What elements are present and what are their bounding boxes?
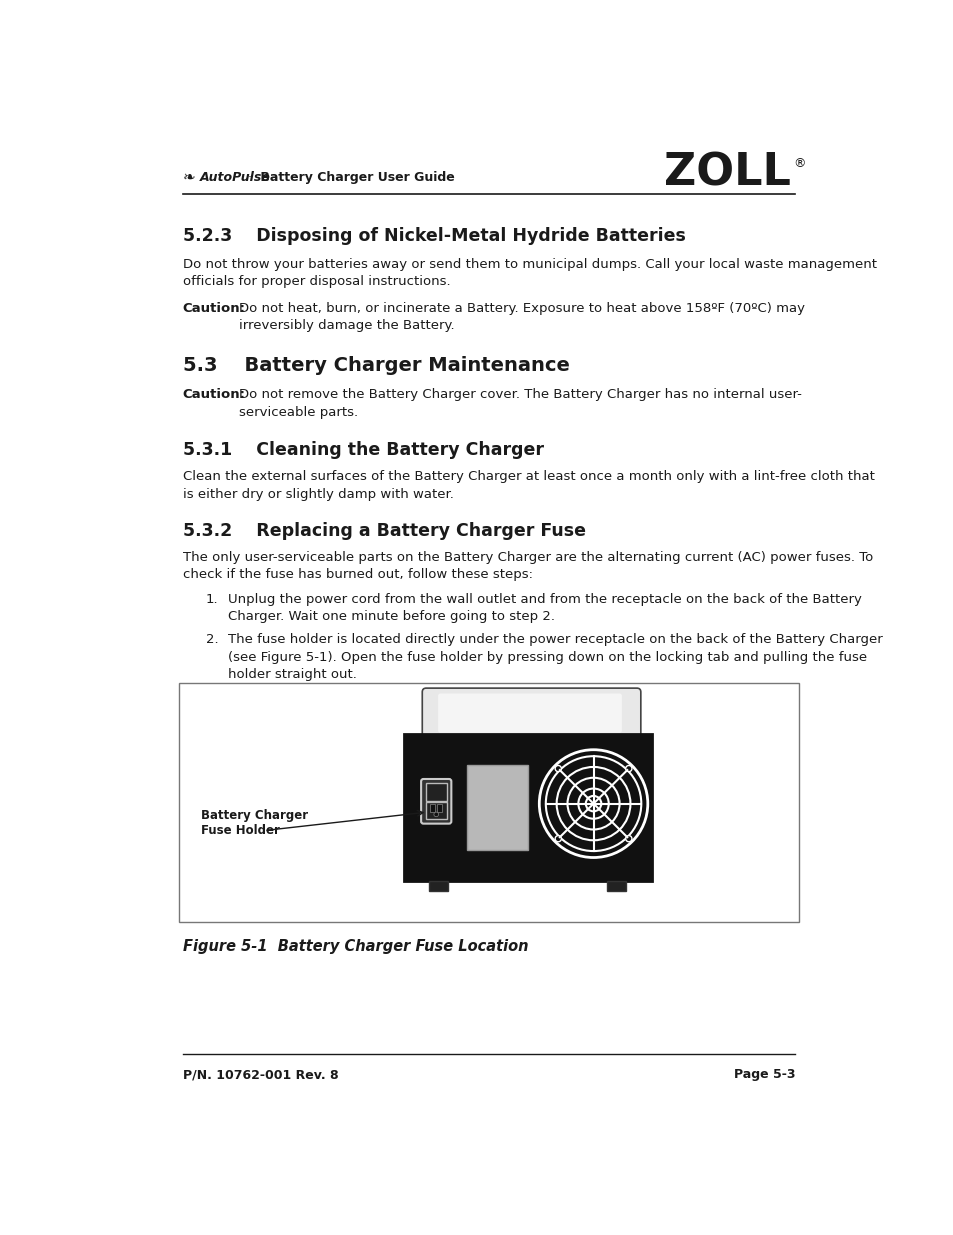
FancyBboxPatch shape bbox=[420, 779, 451, 824]
FancyBboxPatch shape bbox=[437, 694, 621, 732]
Text: Battery Charger
Fuse Holder: Battery Charger Fuse Holder bbox=[200, 809, 308, 837]
Text: 5.2.3    Disposing of Nickel-Metal Hydride Batteries: 5.2.3 Disposing of Nickel-Metal Hydride … bbox=[183, 227, 685, 245]
Circle shape bbox=[585, 795, 600, 811]
Text: serviceable parts.: serviceable parts. bbox=[239, 406, 358, 419]
Circle shape bbox=[538, 750, 647, 857]
Bar bbox=[429, 881, 447, 892]
Text: ®: ® bbox=[793, 157, 805, 170]
Circle shape bbox=[625, 766, 631, 772]
Text: P/N. 10762-001 Rev. 8: P/N. 10762-001 Rev. 8 bbox=[183, 1068, 338, 1082]
Text: is either dry or slightly damp with water.: is either dry or slightly damp with wate… bbox=[183, 488, 454, 500]
Text: Figure 5-1  Battery Charger Fuse Location: Figure 5-1 Battery Charger Fuse Location bbox=[183, 939, 528, 953]
Bar bbox=[425, 783, 446, 802]
Text: The fuse holder is located directly under the power receptacle on the back of th: The fuse holder is located directly unde… bbox=[228, 634, 882, 646]
Text: Do not throw your batteries away or send them to municipal dumps. Call your loca: Do not throw your batteries away or send… bbox=[183, 258, 876, 270]
Text: 5.3.2    Replacing a Battery Charger Fuse: 5.3.2 Replacing a Battery Charger Fuse bbox=[183, 521, 585, 540]
Text: Page 5-3: Page 5-3 bbox=[733, 1068, 794, 1082]
Text: 5.3    Battery Charger Maintenance: 5.3 Battery Charger Maintenance bbox=[183, 356, 569, 375]
Text: Caution:: Caution: bbox=[183, 301, 246, 315]
Circle shape bbox=[434, 813, 438, 816]
Text: Do not remove the Battery Charger cover. The Battery Charger has no internal use: Do not remove the Battery Charger cover.… bbox=[239, 389, 801, 401]
Text: irreversibly damage the Battery.: irreversibly damage the Battery. bbox=[239, 319, 455, 332]
Bar bbox=[430, 804, 435, 813]
Circle shape bbox=[625, 836, 631, 842]
Text: 5.3.1    Cleaning the Battery Charger: 5.3.1 Cleaning the Battery Charger bbox=[183, 441, 543, 459]
Circle shape bbox=[555, 766, 560, 772]
Bar bbox=[403, 735, 651, 881]
FancyArrowPatch shape bbox=[267, 810, 422, 830]
Bar bbox=[425, 783, 446, 802]
Circle shape bbox=[555, 836, 560, 842]
Text: 2.: 2. bbox=[206, 634, 218, 646]
Text: ❧: ❧ bbox=[183, 170, 195, 185]
Text: AutoPulse: AutoPulse bbox=[199, 170, 271, 184]
Text: 1.: 1. bbox=[206, 593, 218, 606]
Bar bbox=[179, 683, 798, 923]
Text: Clean the external surfaces of the Battery Charger at least once a month only wi: Clean the external surfaces of the Batte… bbox=[183, 471, 874, 483]
Bar bbox=[467, 766, 527, 850]
Text: Do not heat, burn, or incinerate a Battery. Exposure to heat above 158ºF (70ºC) : Do not heat, burn, or incinerate a Batte… bbox=[239, 301, 804, 315]
Text: holder straight out.: holder straight out. bbox=[228, 668, 356, 680]
Text: The only user-serviceable parts on the Battery Charger are the alternating curre: The only user-serviceable parts on the B… bbox=[183, 551, 872, 564]
Text: ZOLL: ZOLL bbox=[663, 152, 790, 194]
Text: (see Figure 5-1). Open the fuse holder by pressing down on the locking tab and p: (see Figure 5-1). Open the fuse holder b… bbox=[228, 651, 866, 663]
Text: Caution:: Caution: bbox=[183, 389, 246, 401]
Text: ·: · bbox=[248, 170, 252, 184]
Text: Battery Charger User Guide: Battery Charger User Guide bbox=[255, 170, 454, 184]
FancyBboxPatch shape bbox=[422, 688, 640, 739]
Bar bbox=[607, 881, 625, 892]
Text: officials for proper disposal instructions.: officials for proper disposal instructio… bbox=[183, 275, 450, 288]
Text: Charger. Wait one minute before going to step 2.: Charger. Wait one minute before going to… bbox=[228, 610, 554, 624]
Bar bbox=[425, 802, 446, 819]
Text: check if the fuse has burned out, follow these steps:: check if the fuse has burned out, follow… bbox=[183, 568, 532, 582]
Bar bbox=[436, 804, 441, 813]
Text: Unplug the power cord from the wall outlet and from the receptacle on the back o: Unplug the power cord from the wall outl… bbox=[228, 593, 861, 606]
